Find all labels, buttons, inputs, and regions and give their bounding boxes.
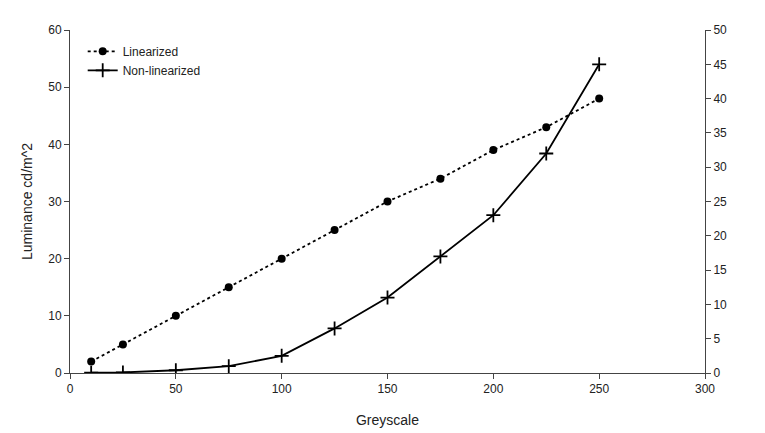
svg-text:0: 0 — [67, 382, 74, 396]
svg-text:30: 30 — [48, 195, 62, 209]
svg-text:60: 60 — [48, 23, 62, 37]
svg-text:150: 150 — [377, 382, 397, 396]
svg-text:0: 0 — [713, 366, 720, 380]
svg-text:25: 25 — [713, 195, 727, 209]
svg-text:Non-linearized: Non-linearized — [123, 64, 200, 78]
svg-text:50: 50 — [713, 23, 727, 37]
svg-text:10: 10 — [48, 309, 62, 323]
svg-text:40: 40 — [713, 92, 727, 106]
svg-text:Linearized: Linearized — [123, 45, 178, 59]
svg-text:15: 15 — [713, 263, 727, 277]
svg-text:200: 200 — [483, 382, 503, 396]
svg-text:Luminance cd/m^2: Luminance cd/m^2 — [19, 143, 35, 260]
svg-text:30: 30 — [713, 160, 727, 174]
svg-text:300: 300 — [695, 382, 715, 396]
svg-text:5: 5 — [713, 332, 720, 346]
svg-text:20: 20 — [713, 229, 727, 243]
svg-text:45: 45 — [713, 58, 727, 72]
svg-text:20: 20 — [48, 252, 62, 266]
svg-text:10: 10 — [713, 298, 727, 312]
svg-text:100: 100 — [272, 382, 292, 396]
svg-text:Greyscale: Greyscale — [356, 412, 419, 428]
svg-text:40: 40 — [48, 138, 62, 152]
svg-text:35: 35 — [713, 126, 727, 140]
svg-text:250: 250 — [589, 382, 609, 396]
svg-text:50: 50 — [48, 80, 62, 94]
svg-text:50: 50 — [169, 382, 183, 396]
svg-text:0: 0 — [55, 366, 62, 380]
